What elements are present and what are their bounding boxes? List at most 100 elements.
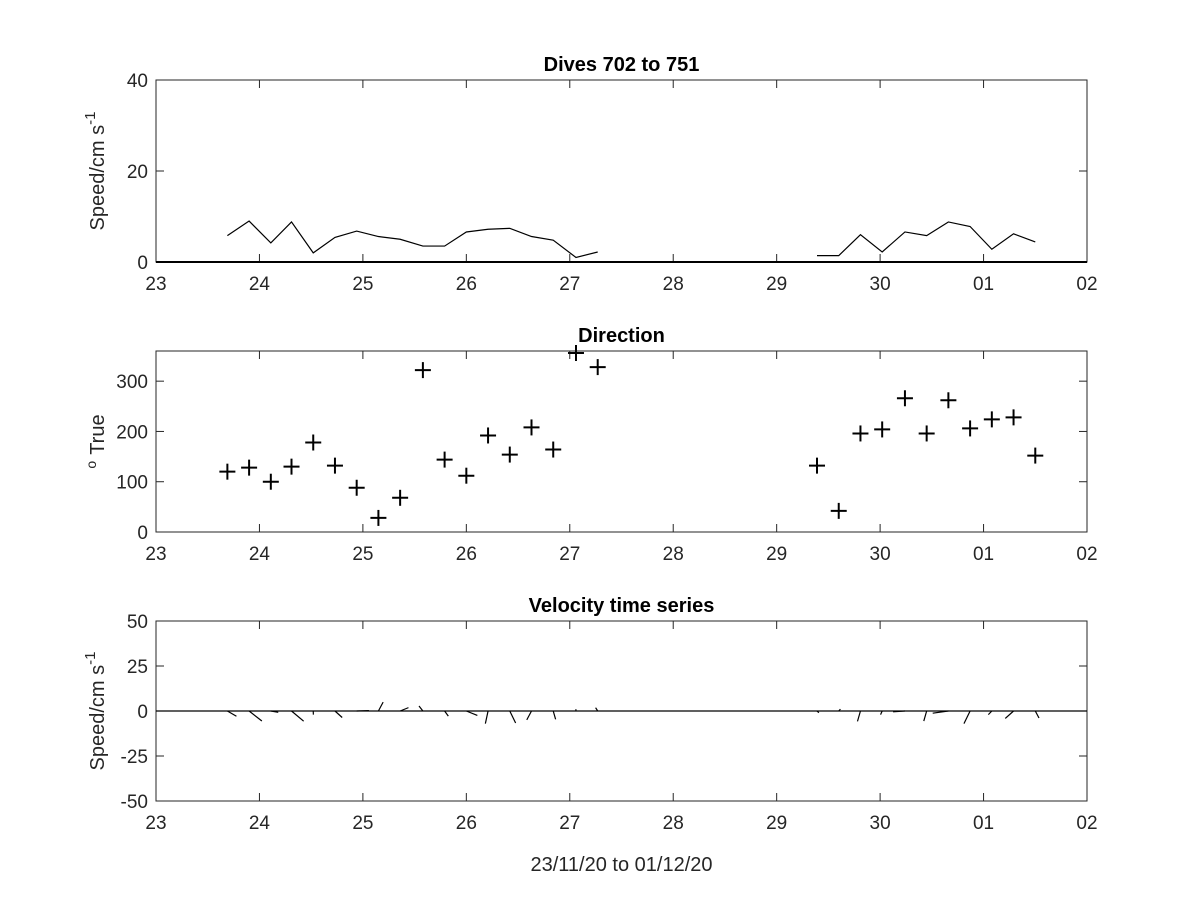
y-axis-label-text: Speed/cm s bbox=[87, 125, 109, 231]
direction-point bbox=[830, 502, 847, 519]
direction-point bbox=[983, 411, 1000, 428]
velocity-stick bbox=[377, 701, 384, 712]
direction-point bbox=[1005, 409, 1022, 426]
y-tick-label: 0 bbox=[137, 702, 148, 723]
velocity-stick bbox=[466, 710, 478, 717]
x-tick-label: 30 bbox=[870, 274, 891, 295]
x-tick-label: 24 bbox=[249, 813, 271, 834]
x-tick-label: 26 bbox=[456, 813, 477, 834]
x-tick-label: 30 bbox=[870, 813, 891, 834]
y-tick-label: 20 bbox=[127, 162, 148, 183]
chart-title: Dives 702 to 751 bbox=[544, 54, 700, 76]
velocity-panel: 23 24 25 26 27 28 29 30 01 02 -50 -25 0 25 50 Velocity … bbox=[82, 595, 1098, 876]
y-axis-label: o True bbox=[83, 414, 109, 468]
direction-point bbox=[852, 425, 869, 442]
velocity-stick bbox=[227, 710, 237, 717]
direction-point bbox=[1027, 447, 1044, 464]
velocity-stick bbox=[270, 710, 279, 713]
x-tick-label: 26 bbox=[456, 274, 477, 295]
direction-point bbox=[962, 420, 979, 437]
y-tick-label: 25 bbox=[127, 657, 148, 678]
direction-point bbox=[219, 463, 236, 480]
direction-point bbox=[896, 390, 913, 407]
axes-frame bbox=[155, 350, 1088, 533]
x-tick-label: 01 bbox=[973, 813, 994, 834]
x-tick-label: 02 bbox=[1076, 274, 1097, 295]
x-tick-label: 27 bbox=[559, 544, 580, 565]
y-tick-label: 300 bbox=[116, 372, 148, 393]
y-tick-label: 50 bbox=[127, 612, 148, 633]
x-tick-label: 24 bbox=[249, 274, 271, 295]
y-axis-label: Speed/cm s-1 bbox=[82, 652, 109, 771]
direction-point bbox=[501, 446, 518, 463]
direction-point bbox=[523, 419, 540, 436]
velocity-stick bbox=[595, 707, 599, 712]
x-tick-label: 23 bbox=[145, 544, 166, 565]
x-tick-label: 23 bbox=[145, 274, 166, 295]
direction-point bbox=[874, 421, 891, 438]
y-axis-label-text: Speed/cm s bbox=[87, 665, 109, 771]
direction-panel: 23 24 25 26 27 28 29 30 01 02 0 100 200 300 Direction o… bbox=[83, 325, 1098, 565]
x-tick-label: 29 bbox=[766, 274, 787, 295]
x-tick-label: 29 bbox=[766, 544, 787, 565]
velocity-stick bbox=[893, 710, 905, 713]
velocity-stick bbox=[291, 710, 305, 722]
velocity-stick bbox=[963, 710, 971, 724]
velocity-stick bbox=[418, 705, 424, 712]
y-axis-label-superscript: -1 bbox=[82, 652, 99, 665]
velocity-stick bbox=[1034, 710, 1040, 719]
speed-series-line bbox=[227, 220, 598, 259]
y-tick-label: -50 bbox=[121, 792, 148, 813]
x-tick-label: 27 bbox=[559, 274, 580, 295]
velocity-stick bbox=[1004, 710, 1014, 719]
velocity-stick bbox=[444, 710, 449, 717]
x-tick-label: 28 bbox=[663, 274, 684, 295]
x-tick-label: 02 bbox=[1076, 544, 1097, 565]
direction-point bbox=[370, 509, 387, 526]
y-axis-label-superscript: -1 bbox=[82, 112, 99, 125]
speed-series-line bbox=[817, 221, 1036, 257]
y-tick-label: -25 bbox=[121, 747, 148, 768]
direction-point bbox=[436, 451, 453, 468]
velocity-stick bbox=[923, 710, 928, 722]
x-tick-label: 02 bbox=[1076, 813, 1097, 834]
direction-point bbox=[241, 459, 258, 476]
x-tick-label: 01 bbox=[973, 544, 994, 565]
y-tick-label: 40 bbox=[127, 71, 148, 92]
y-axis-label-prefix: o bbox=[83, 461, 99, 469]
velocity-stick bbox=[816, 710, 820, 714]
chart-title: Direction bbox=[578, 325, 665, 347]
direction-point bbox=[918, 425, 935, 442]
velocity-stick bbox=[880, 710, 883, 715]
y-tick-label: 0 bbox=[137, 523, 148, 544]
x-tick-label: 28 bbox=[663, 544, 684, 565]
x-tick-label: 01 bbox=[973, 274, 994, 295]
y-axis-label-text: True bbox=[87, 414, 109, 454]
direction-point bbox=[262, 473, 279, 490]
x-tick-label: 23 bbox=[145, 813, 166, 834]
direction-point bbox=[414, 362, 431, 379]
y-tick-label: 100 bbox=[116, 473, 148, 494]
speed-panel: 23 24 25 26 27 28 29 30 01 02 0 20 40 Dives 702 to 75… bbox=[82, 54, 1098, 295]
direction-point bbox=[480, 427, 497, 444]
y-tick-label: 200 bbox=[116, 422, 148, 443]
velocity-stick bbox=[552, 710, 557, 720]
velocity-stick bbox=[856, 710, 862, 722]
direction-point bbox=[458, 467, 475, 484]
direction-point bbox=[392, 489, 409, 506]
x-tick-label: 30 bbox=[870, 544, 891, 565]
x-tick-label: 24 bbox=[249, 544, 271, 565]
axes-frame bbox=[155, 79, 1088, 263]
velocity-stick bbox=[399, 707, 409, 712]
y-tick-label: 0 bbox=[137, 253, 148, 274]
velocity-stick bbox=[334, 710, 343, 718]
direction-point bbox=[305, 434, 322, 451]
velocity-stick bbox=[526, 710, 533, 721]
direction-point bbox=[940, 392, 957, 409]
x-tick-label: 27 bbox=[559, 813, 580, 834]
x-tick-label: 29 bbox=[766, 813, 787, 834]
x-tick-label: 25 bbox=[352, 274, 373, 295]
direction-point bbox=[567, 345, 584, 362]
velocity-stick bbox=[932, 710, 949, 714]
x-tick-label: 25 bbox=[352, 813, 373, 834]
